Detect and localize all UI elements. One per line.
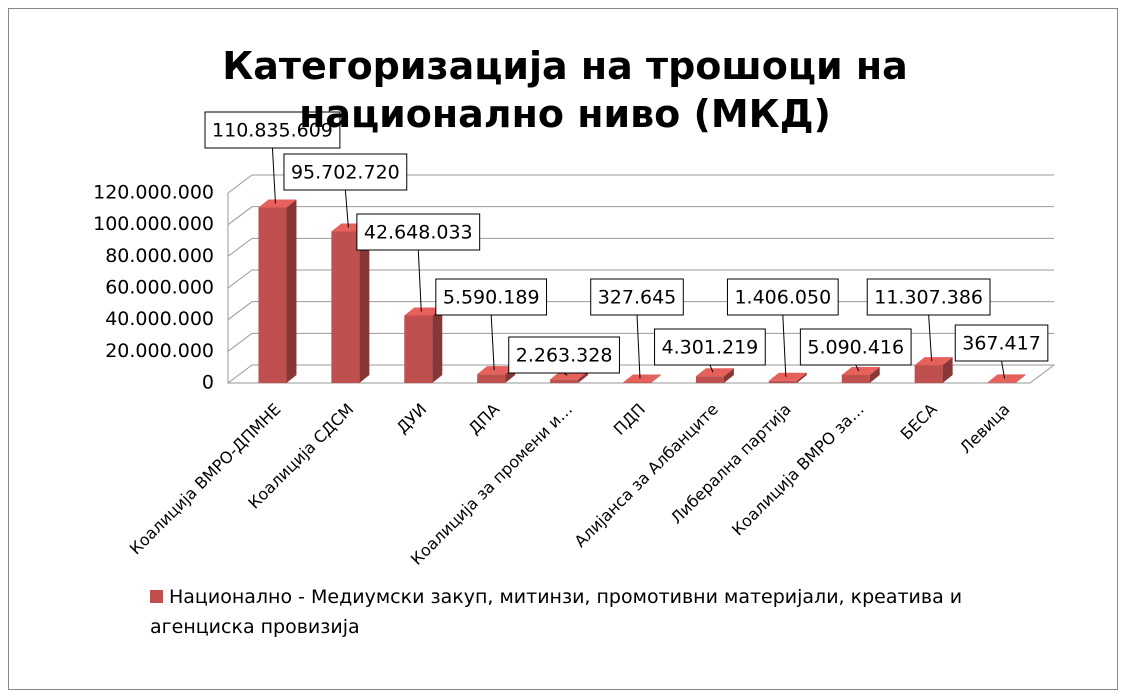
bar-front (477, 374, 506, 383)
bar-front (914, 365, 943, 383)
bar-front (258, 207, 287, 383)
y-tick-label: 0 (202, 372, 214, 394)
grid-line (227, 237, 1054, 257)
value-label: 367.417 (962, 333, 1041, 355)
bar-front (695, 376, 724, 383)
bar-front (331, 231, 360, 383)
bar (914, 357, 953, 383)
chart-title: Категоризација на трошоци на национално … (222, 44, 908, 136)
bar-top (404, 307, 443, 316)
callout-line (417, 249, 422, 312)
bar-side (286, 199, 297, 383)
callout-line (782, 314, 787, 377)
callout-line (271, 147, 276, 204)
value-label-box (654, 328, 766, 366)
callout-line (855, 364, 860, 372)
bar (695, 368, 734, 383)
value-label: 11.307.386 (874, 287, 983, 309)
callout-line (709, 364, 714, 373)
bar-front (623, 382, 651, 383)
bar-side (1015, 374, 1026, 383)
bar-side (432, 307, 443, 383)
bar-front (550, 379, 579, 383)
value-label-box (866, 278, 991, 316)
bar-top (477, 366, 516, 375)
bar-top (768, 372, 807, 381)
bar (258, 199, 297, 383)
callout-line (928, 314, 933, 362)
bar-side (651, 374, 661, 383)
bar-front (404, 315, 433, 383)
y-tick-label: 60.000.000 (105, 277, 214, 299)
y-tick-label: 20.000.000 (105, 340, 214, 362)
legend: Национално - Медиумски закуп, митинзи, п… (150, 582, 1030, 642)
bar-side (578, 371, 589, 383)
bar (331, 223, 370, 383)
callout-line (344, 189, 349, 228)
bar (841, 366, 880, 383)
bar (404, 307, 443, 383)
bar-side (869, 366, 880, 383)
callout-line (636, 314, 641, 379)
value-label-box (590, 278, 684, 316)
value-label-box (283, 153, 408, 191)
bar-side (942, 357, 953, 383)
grid-line (227, 332, 1054, 352)
value-label: 110.835.609 (212, 120, 333, 142)
y-tick-label: 80.000.000 (105, 245, 214, 267)
bar (987, 374, 1026, 383)
value-label-box (356, 213, 481, 251)
bar-front (841, 374, 870, 383)
value-label-box (954, 324, 1049, 362)
grid-line (227, 206, 1054, 226)
y-tick-label: 120.000.000 (93, 182, 214, 204)
callout-line (490, 314, 495, 371)
bar-side (723, 368, 734, 383)
callout-line (1001, 360, 1006, 379)
bar-top (623, 374, 661, 383)
value-label: 1.406.050 (734, 287, 831, 309)
value-label: 2.263.328 (516, 345, 613, 367)
y-tick-label: 100.000.000 (93, 213, 214, 235)
bar-top (258, 199, 297, 208)
bar-side (359, 223, 370, 383)
grid-line (227, 174, 1054, 194)
bar-front (987, 382, 1016, 383)
bar-top (914, 357, 953, 366)
value-label: 42.648.033 (364, 222, 473, 244)
bar-top (695, 368, 734, 377)
value-label-box (435, 278, 548, 316)
value-label: 5.090.416 (807, 337, 904, 359)
y-tick-label: 40.000.000 (105, 308, 214, 330)
value-label: 95.702.720 (291, 162, 400, 184)
value-label: 327.645 (598, 287, 677, 309)
legend-swatch (150, 590, 163, 603)
legend-label: Национално - Медиумски закуп, митинзи, п… (150, 586, 963, 638)
grid-line (227, 269, 1054, 289)
value-label-box (508, 336, 620, 374)
bar-top (987, 374, 1026, 383)
bar (768, 372, 807, 383)
value-label: 5.590.189 (443, 287, 540, 309)
bar-front (768, 380, 797, 383)
value-label-box (726, 278, 839, 316)
bar-top (841, 366, 880, 375)
value-label-box (799, 328, 912, 366)
bar (623, 374, 661, 383)
value-label: 4.301.219 (662, 337, 759, 359)
value-label-box (204, 111, 341, 149)
bar-side (796, 372, 807, 383)
